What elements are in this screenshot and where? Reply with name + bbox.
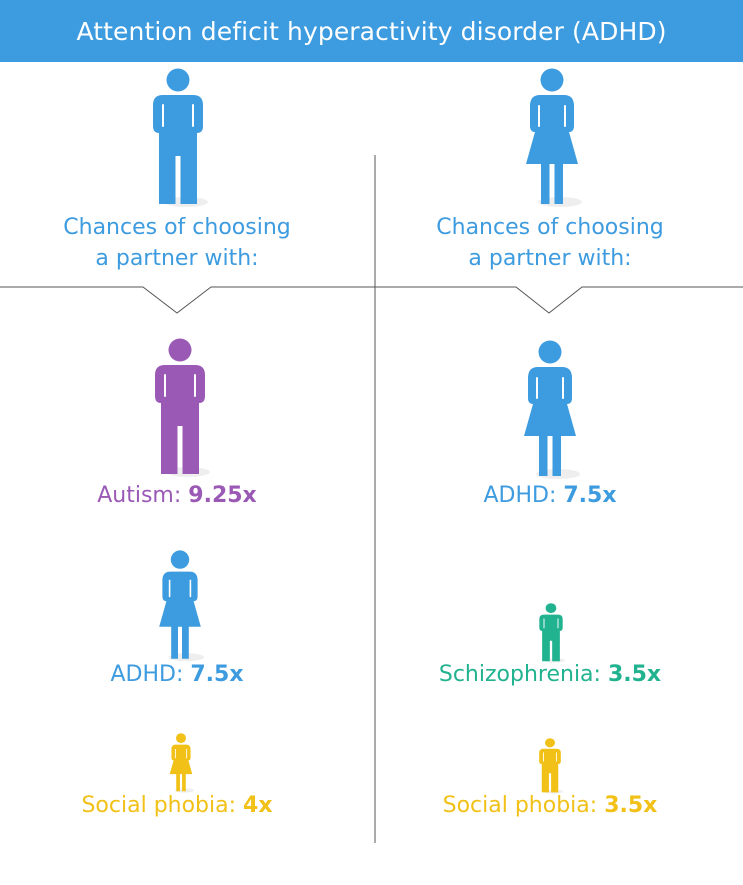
condition-label: Autism: xyxy=(97,483,182,508)
multiplier-value: 7.5x xyxy=(563,483,617,508)
autism-partner-male-icon xyxy=(150,338,210,478)
condition-label: ADHD: xyxy=(483,483,557,508)
multiplier-value: 3.5x xyxy=(604,793,658,818)
adhd-partner-female-icon-left xyxy=(156,550,204,662)
condition-label: ADHD: xyxy=(110,662,184,687)
left-subject-male-icon xyxy=(148,68,208,208)
right-item-social-phobia: Social phobia: 3.5x xyxy=(410,790,690,821)
schizophrenia-partner-male-icon xyxy=(537,603,565,663)
adhd-partner-female-icon-right xyxy=(520,340,580,480)
right-heading-line2: a partner with: xyxy=(468,246,632,271)
left-heading: Chances of choosing a partner with: xyxy=(37,212,317,274)
condition-label: Schizophrenia: xyxy=(438,662,601,687)
title-banner: Attention deficit hyperactivity disorder… xyxy=(0,0,743,62)
left-item-adhd: ADHD: 7.5x xyxy=(37,659,317,690)
right-heading: Chances of choosing a partner with: xyxy=(410,212,690,274)
left-pointer-divider xyxy=(0,286,375,314)
social-phobia-partner-female-icon-left xyxy=(168,733,194,793)
right-item-adhd: ADHD: 7.5x xyxy=(410,480,690,511)
multiplier-value: 3.5x xyxy=(607,662,662,687)
left-heading-line2: a partner with: xyxy=(95,246,259,271)
condition-label: Social phobia: xyxy=(81,793,237,818)
right-heading-line1: Chances of choosing xyxy=(436,215,664,240)
multiplier-value: 7.5x xyxy=(190,662,244,687)
social-phobia-partner-male-icon-right xyxy=(537,738,563,794)
left-item-social-phobia: Social phobia: 4x xyxy=(37,790,317,821)
condition-label: Social phobia: xyxy=(442,793,598,818)
right-subject-female-icon xyxy=(522,68,582,208)
right-pointer-divider xyxy=(375,286,743,314)
right-item-schizophrenia: Schizophrenia: 3.5x xyxy=(410,659,690,690)
multiplier-value: 4x xyxy=(243,793,273,818)
multiplier-value: 9.25x xyxy=(188,483,257,508)
page-title: Attention deficit hyperactivity disorder… xyxy=(76,16,667,46)
left-item-autism: Autism: 9.25x xyxy=(37,480,317,511)
left-heading-line1: Chances of choosing xyxy=(63,215,291,240)
